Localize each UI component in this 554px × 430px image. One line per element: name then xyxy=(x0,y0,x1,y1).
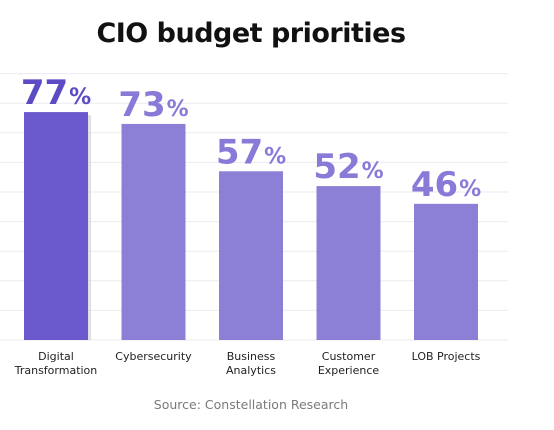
chart-title: CIO budget priorities xyxy=(96,18,406,49)
bar-3 xyxy=(316,186,381,340)
source-note: Source: Constellation Research xyxy=(153,397,349,412)
value-label-3: 52% xyxy=(313,147,383,187)
value-label-0: 77% xyxy=(21,73,91,113)
category-label-2: Business Analytics xyxy=(226,350,276,377)
bar-0 xyxy=(24,112,88,340)
value-label-2: 57% xyxy=(216,132,286,172)
bar-1 xyxy=(121,123,186,340)
value-label-1: 73% xyxy=(118,85,188,125)
category-label-0: Digital Transformation xyxy=(14,350,98,377)
value-labels: 77% 73% 57% 52% 46% xyxy=(21,73,481,205)
category-labels: Digital Transformation Cybersecurity Busine… xyxy=(14,350,481,377)
category-label-4: LOB Projects xyxy=(412,350,481,363)
bars xyxy=(24,112,478,340)
value-label-4: 46% xyxy=(411,165,481,205)
bar-2 xyxy=(219,171,283,340)
category-label-1: Cybersecurity xyxy=(115,350,192,363)
category-label-3: Customer Experience xyxy=(318,350,380,377)
bar-4 xyxy=(414,203,478,340)
